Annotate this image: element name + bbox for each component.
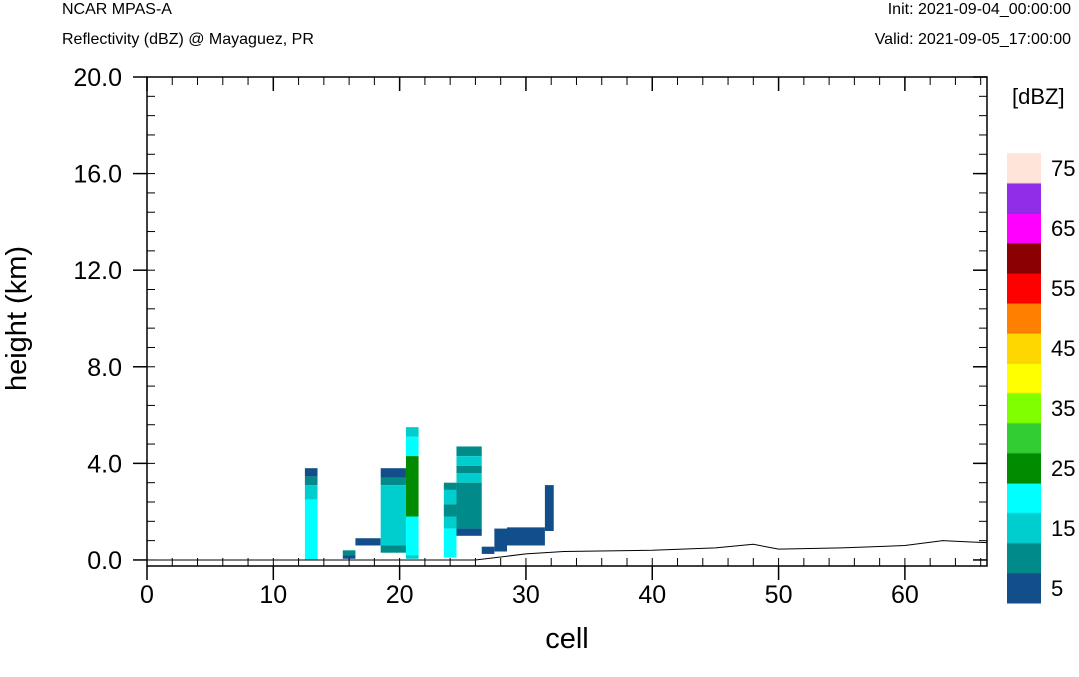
reflectivity-cell-20	[443, 528, 457, 558]
y-tick-label: 20.0	[73, 64, 122, 92]
colorbar-title: [dBZ]	[1012, 84, 1065, 109]
colorbar-label: 5	[1051, 576, 1063, 601]
colorbar-swatch	[1007, 573, 1041, 604]
plot-frame	[146, 76, 988, 567]
colorbar-label: 35	[1051, 396, 1075, 421]
valid-time: Valid: 2021-09-05_17:00:00	[874, 31, 1071, 48]
reflectivity-cell-14	[405, 516, 419, 556]
x-tick-label: 0	[140, 581, 154, 609]
colorbar: 5 15 25 35 45 55 65 75	[1007, 153, 1075, 604]
reflectivity-cell-0	[304, 468, 318, 477]
reflectivity-cell-9	[380, 485, 406, 546]
colorbar-swatch	[1007, 393, 1041, 424]
reflectivity-cell-15	[405, 555, 419, 559]
colorbar-swatch	[1007, 483, 1041, 514]
colorbar-label: 25	[1051, 456, 1075, 481]
reflectivity-cell-5	[342, 555, 356, 559]
axis-ticks	[133, 76, 987, 580]
colorbar-swatch	[1007, 423, 1041, 454]
reflectivity-cell-2	[304, 485, 318, 500]
reflectivity-cell-24	[456, 473, 482, 483]
reflectivity-cell-23	[456, 465, 482, 474]
colorbar-swatch	[1007, 303, 1041, 334]
reflectivity-cell-25	[456, 482, 482, 529]
reflectivity-cell-8	[380, 477, 406, 486]
reflectivity-cell-21	[456, 446, 482, 457]
x-tick-label: 40	[638, 581, 666, 609]
x-axis-label: cell	[545, 623, 589, 655]
terrain-line	[147, 540, 988, 561]
x-tick-label: 20	[386, 581, 414, 609]
reflectivity-cell-30	[544, 485, 554, 531]
colorbar-swatch	[1007, 273, 1041, 304]
colorbar-swatch	[1007, 363, 1041, 394]
x-tick-label: 10	[259, 581, 287, 609]
colorbar-label: 15	[1051, 516, 1075, 541]
plot-subtitle: Reflectivity (dBZ) @ Mayaguez, PR	[62, 31, 314, 48]
reflectivity-cell-13	[405, 456, 419, 517]
colorbar-label: 65	[1051, 216, 1075, 241]
y-tick-label: 4.0	[87, 450, 122, 478]
x-tick-label: 30	[512, 581, 540, 609]
colorbar-label: 45	[1051, 336, 1075, 361]
reflectivity-cell-29	[507, 527, 545, 546]
colorbar-swatch	[1007, 513, 1041, 544]
colorbar-swatch	[1007, 153, 1041, 184]
x-tick-label: 60	[891, 581, 919, 609]
y-tick-labels: 0.0 4.0 8.0 12.0 16.0 20.0	[73, 64, 122, 575]
reflectivity-cell-27	[481, 546, 495, 554]
reflectivity-cell-10	[380, 545, 406, 553]
reflectivity-cell-7	[380, 468, 406, 478]
reflectivity-cells	[304, 427, 554, 560]
reflectivity-cell-22	[456, 456, 482, 466]
colorbar-label: 55	[1051, 276, 1075, 301]
colorbar-label: 75	[1051, 156, 1075, 181]
reflectivity-cell-26	[456, 528, 482, 536]
y-axis-label: height (km)	[1, 246, 33, 391]
reflectivity-cell-4	[342, 550, 356, 556]
y-tick-label: 16.0	[73, 161, 122, 189]
reflectivity-cell-19	[443, 516, 457, 529]
terrain-layer	[147, 540, 988, 561]
reflectivity-cell-6	[355, 538, 381, 546]
model-title: NCAR MPAS-A	[62, 1, 172, 18]
reflectivity-cell-11	[405, 427, 419, 437]
colorbar-swatch	[1007, 543, 1041, 574]
reflectivity-cell-1	[304, 476, 318, 486]
colorbar-swatch	[1007, 333, 1041, 364]
reflectivity-cell-3	[304, 499, 318, 560]
reflectivity-cell-17	[443, 489, 457, 505]
colorbar-swatch	[1007, 183, 1041, 214]
reflectivity-cell-28	[494, 528, 507, 552]
y-tick-label: 0.0	[87, 547, 122, 575]
colorbar-swatch	[1007, 213, 1041, 244]
colorbar-swatch	[1007, 243, 1041, 274]
x-tick-labels: 0 10 20 30 40 50 60	[140, 581, 919, 609]
init-time: Init: 2021-09-04_00:00:00	[887, 1, 1071, 18]
x-tick-label: 50	[765, 581, 793, 609]
reflectivity-cell-16	[443, 482, 457, 490]
y-tick-label: 12.0	[73, 257, 122, 285]
y-tick-label: 8.0	[87, 354, 122, 382]
reflectivity-cell-12	[405, 436, 419, 457]
colorbar-swatch	[1007, 453, 1041, 484]
reflectivity-cell-18	[443, 504, 457, 517]
